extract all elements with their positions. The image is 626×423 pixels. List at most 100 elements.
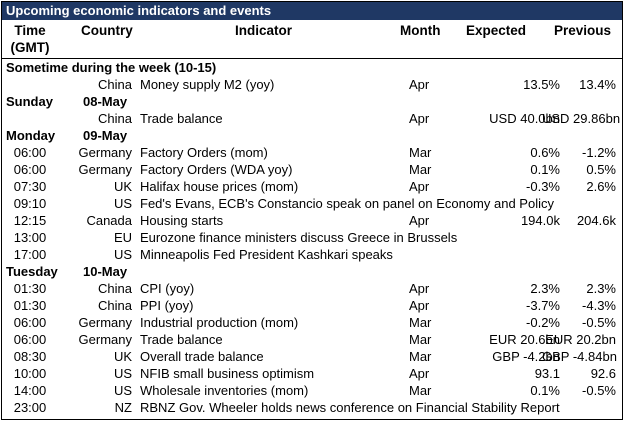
section-header: Sunday 08-May — [2, 93, 622, 110]
cell-expected: -3.7% — [526, 298, 560, 313]
table-row: 01:30 China PPI (yoy) Apr -3.7% -4.3% — [2, 297, 622, 314]
cell-country: NZ — [114, 400, 132, 415]
cell-time: 07:30 — [13, 179, 47, 194]
table-row: 06:00 Germany Industrial production (mom) M… — [2, 314, 622, 331]
cell-month: Apr — [409, 213, 430, 228]
cell-country: Germany — [78, 332, 132, 347]
cell-previous: 2.6% — [586, 179, 616, 194]
header-time-label: Time — [14, 23, 46, 38]
cell-indicator: Trade balance — [140, 111, 223, 126]
cell-country: US — [113, 366, 132, 381]
cell-indicator: Money supply M2 (yoy) — [140, 77, 275, 92]
cell-indicator: NFIB small business optimism — [140, 366, 315, 381]
cell-indicator: Housing starts — [140, 213, 224, 228]
cell-indicator: Trade balance — [140, 332, 223, 347]
section-date: 09-May — [83, 128, 128, 143]
cell-time: 14:00 — [13, 383, 47, 398]
cell-country: UK — [113, 349, 132, 364]
cell-country: US — [113, 247, 132, 262]
cell-time: 13:00 — [13, 230, 47, 245]
cell-country: US — [113, 196, 132, 211]
cell-previous: -0.5% — [582, 315, 616, 330]
cell-time: 12:15 — [13, 213, 47, 228]
section-day: Tuesday — [6, 264, 58, 279]
cell-time: 01:30 — [13, 281, 47, 296]
cell-country: Germany — [78, 315, 132, 330]
table-title: Upcoming economic indicators and events — [2, 2, 622, 20]
cell-month: Apr — [409, 298, 430, 313]
cell-indicator: Overall trade balance — [140, 349, 264, 364]
cell-previous: 92.6 — [590, 366, 616, 381]
cell-time: 09:10 — [13, 196, 47, 211]
cell-expected: 0.1% — [530, 162, 560, 177]
cell-indicator: Halifax house prices (mom) — [140, 179, 299, 194]
cell-country: Germany — [78, 162, 132, 177]
header-month: Month — [400, 23, 441, 38]
section-header: Monday 09-May — [2, 127, 622, 144]
cell-previous: -4.3% — [582, 298, 616, 313]
cell-previous: -1.2% — [582, 145, 616, 160]
cell-previous: -0.5% — [582, 383, 616, 398]
section-label: Sometime during the week (10-15) — [6, 60, 217, 75]
table-row: 13:00 EU Eurozone finance ministers discus… — [2, 229, 622, 246]
cell-indicator: Fed's Evans, ECB's Constancio speak on p… — [140, 196, 554, 211]
cell-country: Canada — [86, 213, 132, 228]
cell-month: Mar — [409, 383, 432, 398]
table-row: 08:30 UK Overall trade balance Mar GBP -4.2b… — [2, 348, 622, 365]
table-row: 06:00 Germany Factory Orders (mom) Mar 0.6% -… — [2, 144, 622, 161]
cell-previous: 2.3% — [586, 281, 616, 296]
table-row: 17:00 US Minneapolis Fed President Kashkar… — [2, 246, 622, 263]
cell-time: 17:00 — [13, 247, 47, 262]
cell-country: UK — [113, 179, 132, 194]
cell-month: Mar — [409, 315, 432, 330]
cell-month: Apr — [409, 366, 430, 381]
cell-indicator: PPI (yoy) — [140, 298, 194, 313]
cell-country: China — [98, 111, 132, 126]
cell-previous: USD 29.86bn — [542, 111, 621, 126]
cell-expected: 0.1% — [530, 383, 560, 398]
cell-expected: 13.5% — [523, 77, 560, 92]
cell-month: Mar — [409, 145, 432, 160]
cell-country: EU — [113, 230, 132, 245]
cell-country: China — [98, 281, 132, 296]
cell-country: Germany — [78, 145, 132, 160]
cell-previous: 204.6k — [576, 213, 616, 228]
cell-month: Apr — [409, 111, 430, 126]
cell-indicator: Factory Orders (WDA yoy) — [140, 162, 293, 177]
cell-expected: GBP -4.2bn — [492, 349, 560, 364]
section-date: 08-May — [83, 94, 128, 109]
header-indicator: Indicator — [235, 23, 293, 38]
cell-previous: 0.5% — [586, 162, 616, 177]
cell-month: Apr — [409, 77, 430, 92]
cell-expected: -0.3% — [526, 179, 560, 194]
cell-expected: USD 40.0bn — [489, 111, 560, 126]
cell-month: Apr — [409, 281, 430, 296]
cell-month: Mar — [409, 162, 432, 177]
header-time-unit: (GMT) — [10, 40, 50, 55]
cell-expected: 93.1 — [534, 366, 560, 381]
cell-expected: 0.6% — [530, 145, 560, 160]
cell-month: Mar — [409, 349, 432, 364]
cell-time: 23:00 — [13, 400, 47, 415]
cell-time: 06:00 — [13, 162, 47, 177]
cell-indicator: Wholesale inventories (mom) — [140, 383, 309, 398]
cell-time: 06:00 — [13, 145, 47, 160]
cell-time: 06:00 — [13, 332, 47, 347]
table-row: 14:00 US Wholesale inventories (mom) Mar 0.1… — [2, 382, 622, 399]
cell-indicator: Minneapolis Fed President Kashkari speak… — [140, 247, 393, 262]
table-row: 01:30 China CPI (yoy) Apr 2.3% 2.3% — [2, 280, 622, 297]
cell-month: Apr — [409, 179, 430, 194]
cell-indicator: RBNZ Gov. Wheeler holds news conference … — [140, 400, 560, 415]
header-previous: Previous — [554, 23, 612, 38]
cell-time: 10:00 — [13, 366, 47, 381]
section-header: Tuesday 10-May — [2, 263, 622, 280]
table-row: 09:10 US Fed's Evans, ECB's Constancio spe… — [2, 195, 622, 212]
header-divider — [2, 58, 622, 59]
cell-expected: 2.3% — [530, 281, 560, 296]
cell-time: 08:30 — [13, 349, 47, 364]
header-country: Country — [81, 23, 133, 38]
table-row: 07:30 UK Halifax house prices (mom) Apr -0.3… — [2, 178, 622, 195]
cell-time: 01:30 — [13, 298, 47, 313]
table-row: 10:00 US NFIB small business optimism Apr 93… — [2, 365, 622, 382]
cell-country: China — [98, 77, 132, 92]
